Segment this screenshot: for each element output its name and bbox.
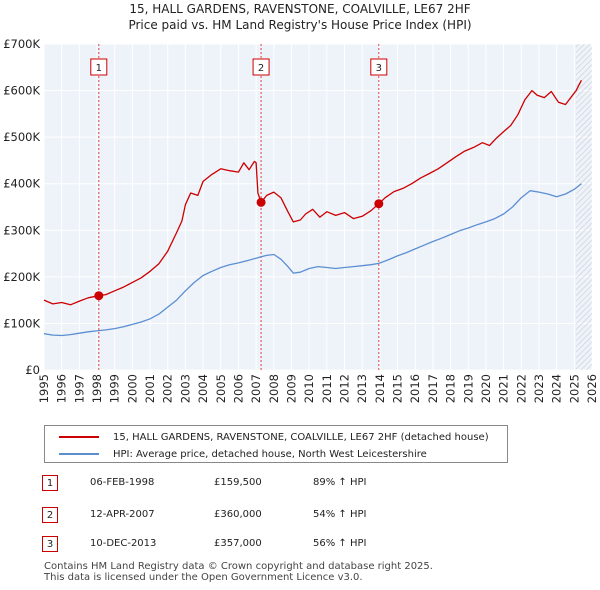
legend-swatch-hpi xyxy=(59,453,99,455)
y-tick-label: £400K xyxy=(3,177,40,191)
legend-item-property: 15, HALL GARDENS, RAVENSTONE, COALVILLE,… xyxy=(45,428,489,446)
grid xyxy=(43,43,593,371)
legend-item-hpi: HPI: Average price, detached house, Nort… xyxy=(45,445,427,463)
sale-label: 3 xyxy=(376,63,382,74)
legend-label-property: 15, HALL GARDENS, RAVENSTONE, COALVILLE,… xyxy=(113,431,489,443)
sale-label: 2 xyxy=(258,63,264,74)
sale-badge: 3 xyxy=(42,536,58,552)
sale-markers: 1 2 3 xyxy=(90,44,388,370)
x-tick-label: 2025 xyxy=(567,374,581,403)
x-tick-label: 2007 xyxy=(249,374,263,403)
sale-point xyxy=(374,199,384,209)
sale-hpi: 54% ↑ HPI xyxy=(313,509,367,520)
x-tick-label: 2017 xyxy=(426,374,440,403)
sale-label-box xyxy=(252,58,270,76)
chart-title: 15, HALL GARDENS, RAVENSTONE, COALVILLE,… xyxy=(129,2,470,16)
x-tick-label: 2019 xyxy=(461,374,475,403)
y-tick-label: £500K xyxy=(3,130,40,144)
x-tick-label: 1996 xyxy=(55,374,69,403)
x-tick-label: 2020 xyxy=(479,374,493,403)
x-tick-label: 2004 xyxy=(196,374,210,403)
sale-price: £357,000 xyxy=(214,538,262,549)
y-tick-label: £600K xyxy=(3,84,40,98)
x-tick-label: 2009 xyxy=(284,374,298,403)
y-tick-label: £100K xyxy=(3,316,40,330)
x-tick-label: 2015 xyxy=(391,374,405,403)
y-tick-label: £300K xyxy=(3,223,40,237)
x-tick-label: 2013 xyxy=(355,374,369,403)
x-tick-label: 2021 xyxy=(497,374,511,403)
sale-badge: 2 xyxy=(42,507,58,523)
sale-badge: 1 xyxy=(42,475,58,491)
x-tick-label: 2008 xyxy=(267,374,281,403)
sale-date: 10-DEC-2013 xyxy=(90,538,157,549)
future-hatch-region xyxy=(575,44,592,370)
footer: Contains HM Land Registry data © Crown c… xyxy=(44,561,433,583)
plot-area xyxy=(44,44,592,370)
sale-point xyxy=(94,291,104,301)
sale-point xyxy=(256,197,266,207)
chart-subtitle: Price paid vs. HM Land Registry's House … xyxy=(128,18,471,32)
x-tick-label: 2011 xyxy=(320,374,334,403)
x-tick-label: 2023 xyxy=(532,374,546,403)
x-tick-label: 2014 xyxy=(373,374,387,403)
sale-date: 12-APR-2007 xyxy=(90,509,155,520)
x-tick-label: 2003 xyxy=(178,374,192,403)
sale-label: 1 xyxy=(96,63,102,74)
hpi-line xyxy=(43,183,582,337)
property-price-line xyxy=(43,80,582,306)
sale-label-box xyxy=(370,58,388,76)
footer-licence: This data is licensed under the Open Gov… xyxy=(44,572,363,583)
sale-hpi: 56% ↑ HPI xyxy=(313,538,367,549)
x-tick-label: 2002 xyxy=(161,374,175,403)
legend: 15, HALL GARDENS, RAVENSTONE, COALVILLE,… xyxy=(44,425,508,463)
legend-label-hpi: HPI: Average price, detached house, Nort… xyxy=(113,448,427,460)
sale-hpi: 89% ↑ HPI xyxy=(313,477,367,488)
x-tick-label: 2005 xyxy=(214,374,228,403)
x-tick-label: 1995 xyxy=(37,374,51,403)
axis-labels: £0 £100K £200K £300K £400K £500K £600K £700K 199… xyxy=(3,37,599,403)
x-tick-label: 2016 xyxy=(408,374,422,403)
x-tick-label: 2012 xyxy=(338,374,352,403)
y-tick-label: £700K xyxy=(3,37,40,51)
sale-price: £360,000 xyxy=(214,509,262,520)
x-tick-label: 2026 xyxy=(585,374,599,403)
sale-label-box xyxy=(90,58,108,76)
sale-points xyxy=(94,197,384,301)
sale-price: £159,500 xyxy=(214,477,262,488)
x-tick-label: 2024 xyxy=(550,374,564,403)
x-tick-label: 2022 xyxy=(514,374,528,403)
x-tick-label: 2001 xyxy=(143,374,157,403)
x-tick-label: 2018 xyxy=(444,374,458,403)
x-tick-label: 1999 xyxy=(108,374,122,403)
series-lines xyxy=(43,80,582,337)
legend-swatch-property xyxy=(59,436,99,438)
x-tick-label: 2006 xyxy=(231,374,245,403)
price-chart: 15, HALL GARDENS, RAVENSTONE, COALVILLE,… xyxy=(3,2,599,403)
y-tick-label: £200K xyxy=(3,270,40,284)
sale-date: 06-FEB-1998 xyxy=(90,477,155,488)
x-tick-label: 2000 xyxy=(125,374,139,403)
x-tick-label: 1998 xyxy=(90,374,104,403)
y-tick-label: £0 xyxy=(25,363,40,377)
x-tick-label: 2010 xyxy=(302,374,316,403)
x-tick-label: 1997 xyxy=(72,374,86,403)
footer-copyright: Contains HM Land Registry data © Crown c… xyxy=(44,561,433,572)
